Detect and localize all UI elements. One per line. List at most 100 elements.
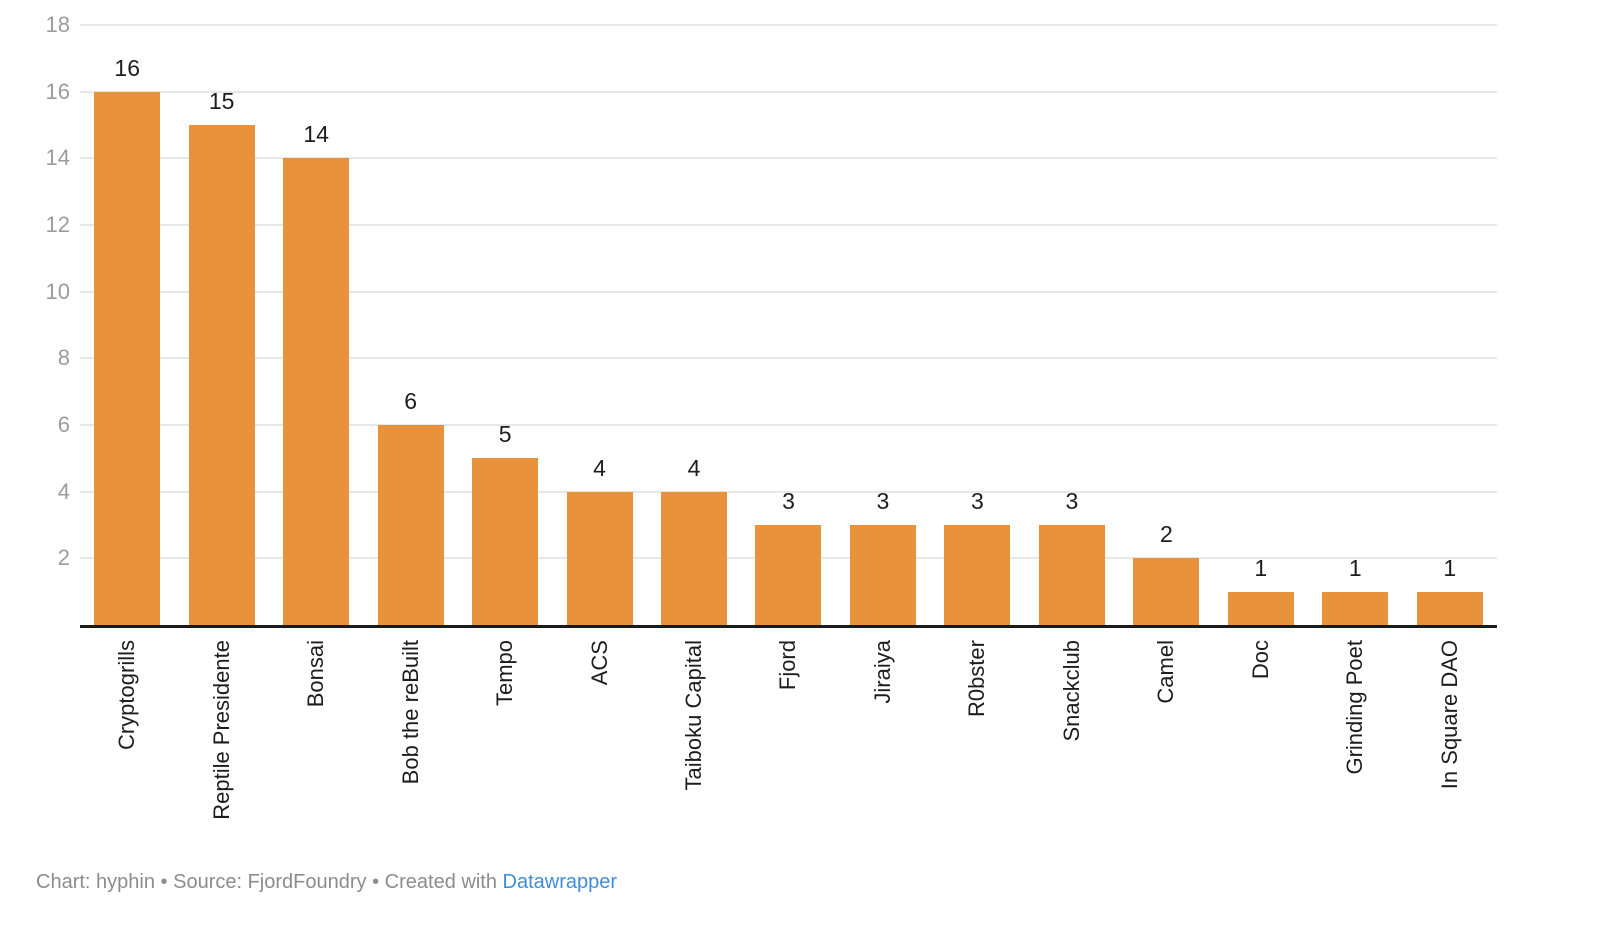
bar — [1416, 591, 1483, 625]
bar-slot: 4 — [552, 25, 646, 625]
x-label-slot: Doc — [1214, 634, 1308, 870]
x-axis-label: Camel — [1153, 640, 1179, 704]
bar-slot: 3 — [1025, 25, 1119, 625]
bullet-separator: • — [160, 871, 168, 893]
x-axis-label: R0bster — [964, 640, 990, 718]
plot-area: 2 4 6 8 10 12 14 16 18 16 15 14 6 5 4 4 3 3 3 3 2 1 1 1 — [46, 12, 1497, 628]
bar-value-label: 4 — [687, 454, 701, 481]
gridline-6 — [80, 424, 1497, 426]
x-axis-label: Taiboku Capital — [681, 640, 707, 791]
gridline-8 — [80, 357, 1497, 360]
y-tick-label-6: 6 — [57, 412, 70, 437]
x-axis-label: Snackclub — [1058, 640, 1084, 742]
x-label-slot: Taiboku Capital — [647, 634, 741, 870]
bar — [849, 525, 916, 625]
x-label-slot: Jiraiya — [836, 634, 930, 870]
bar — [188, 125, 255, 625]
x-axis-label: Doc — [1247, 640, 1273, 680]
x-axis-label: Fjord — [775, 640, 801, 691]
bar — [1227, 591, 1294, 625]
gridline-16 — [80, 90, 1497, 93]
bar-value-label: 1 — [1443, 554, 1457, 581]
bar-value-label: 3 — [876, 488, 890, 514]
chart-credit: Chart: hyphin — [36, 871, 155, 893]
x-axis-label: Tempo — [492, 640, 518, 707]
bar-slot: 6 — [363, 25, 457, 625]
bar-value-label: 3 — [782, 488, 795, 514]
bar — [472, 458, 539, 625]
gridline-18 — [80, 24, 1497, 26]
bar — [944, 525, 1011, 625]
x-label-slot: In Square DAO — [1403, 634, 1497, 870]
bar-value-label: 3 — [1065, 488, 1079, 514]
bar-value-label: 14 — [303, 121, 329, 148]
x-label-slot: ACS — [552, 634, 646, 870]
bar — [1038, 525, 1105, 625]
bar-value-label: 2 — [1159, 521, 1173, 548]
gridline-14 — [80, 157, 1497, 160]
x-label-slot: Tempo — [458, 634, 552, 870]
x-label-slot: Bob the reBuilt — [363, 634, 457, 870]
bar-slot: 3 — [836, 25, 930, 625]
x-label-slot: Grinding Poet — [1308, 634, 1402, 870]
x-axis-label: Cryptogrills — [114, 640, 140, 751]
datawrapper-link[interactable]: Datawrapper — [502, 871, 618, 893]
bar — [1133, 558, 1200, 625]
bar-slot: 4 — [647, 25, 741, 625]
source-credit: Source: FjordFoundry — [173, 871, 367, 893]
bar-slot: 15 — [174, 25, 268, 625]
y-tick-label-8: 8 — [57, 345, 70, 371]
x-axis-label: Grinding Poet — [1342, 640, 1368, 775]
x-label-slot: Snackclub — [1025, 634, 1119, 870]
bar-slot: 3 — [930, 25, 1024, 625]
bar-value-label: 5 — [498, 421, 512, 448]
y-tick-label-2: 2 — [57, 545, 70, 571]
x-label-slot: R0bster — [930, 634, 1024, 870]
bar-slot: 3 — [741, 25, 835, 625]
x-label-slot: Bonsai — [269, 634, 363, 870]
bar-slot: 1 — [1308, 25, 1402, 625]
bar — [1322, 591, 1389, 625]
bar — [661, 491, 728, 625]
gridline-10 — [80, 290, 1497, 293]
y-tick-label-12: 12 — [45, 212, 70, 237]
y-tick-label-10: 10 — [45, 278, 70, 304]
y-tick-label-4: 4 — [57, 478, 70, 504]
x-label-slot: Reptile Presidente — [174, 634, 268, 870]
x-label-slot: Fjord — [741, 634, 835, 870]
bar-value-label: 1 — [1348, 554, 1362, 581]
bar-slot: 5 — [458, 25, 552, 625]
bar — [94, 91, 161, 625]
bar — [283, 158, 350, 625]
x-axis-label: Jiraiya — [869, 640, 895, 704]
bar — [377, 425, 444, 625]
bar-slot: 2 — [1119, 25, 1213, 625]
bar-value-label: 15 — [208, 88, 235, 114]
bar-value-label: 3 — [971, 488, 984, 514]
bar-slot: 1 — [1403, 25, 1497, 625]
bar-slot: 16 — [80, 25, 174, 625]
gridline-4 — [80, 490, 1497, 493]
footer-credits: Chart: hyphin • Source: FjordFoundry • C… — [36, 868, 617, 896]
bar — [566, 491, 633, 625]
bar — [755, 525, 822, 625]
y-tick-label-18: 18 — [45, 12, 70, 37]
x-axis-label: ACS — [586, 640, 612, 686]
bar-value-label: 16 — [114, 54, 141, 81]
x-label-slot: Camel — [1119, 634, 1213, 870]
x-label-slot: Cryptogrills — [80, 634, 174, 870]
x-axis-label: Reptile Presidente — [208, 640, 234, 820]
bar-value-label: 1 — [1254, 554, 1268, 581]
x-axis-label: In Square DAO — [1436, 640, 1462, 790]
bullet-separator: • — [372, 871, 380, 893]
x-axis-label: Bonsai — [303, 640, 329, 708]
bar-value-label: 6 — [404, 388, 418, 414]
y-tick-label-14: 14 — [45, 145, 70, 171]
x-axis-labels: Cryptogrills Reptile Presidente Bonsai Bob … — [80, 634, 1497, 870]
created-with-text: Created with — [384, 871, 497, 893]
x-axis-label: Bob the reBuilt — [397, 640, 423, 785]
y-tick-label-16: 16 — [45, 78, 70, 104]
bar-value-label: 4 — [593, 454, 606, 481]
gridline-12 — [80, 224, 1497, 226]
